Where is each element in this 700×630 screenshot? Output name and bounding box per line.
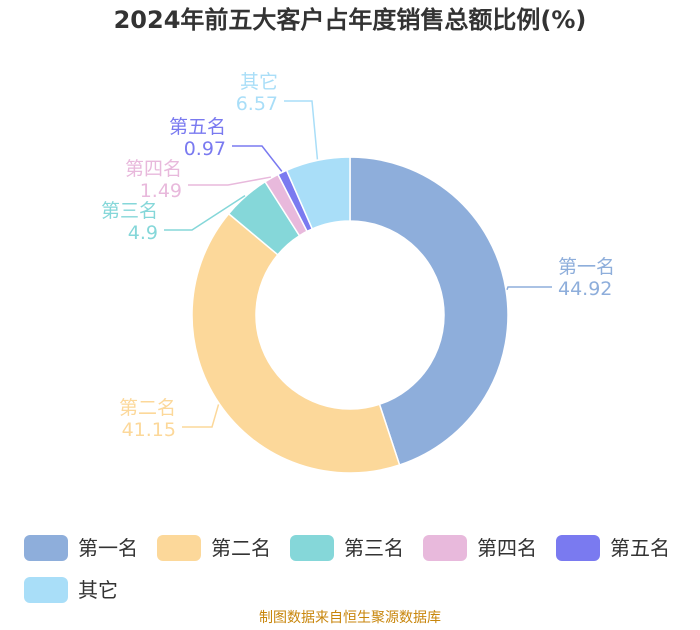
- slice-label-third: 第三名: [101, 200, 158, 222]
- slice-value-fourth: 1.49: [140, 180, 182, 202]
- slice-first[interactable]: [349, 156, 509, 466]
- legend-swatch-other: [24, 577, 68, 603]
- slice-value-third: 4.9: [128, 222, 158, 244]
- legend-swatch-first: [24, 535, 68, 561]
- legend-label-fifth: 第五名: [610, 536, 670, 560]
- legend-label-third: 第三名: [344, 536, 404, 560]
- source-note: 制图数据来自恒生聚源数据库: [259, 610, 441, 626]
- chart-title: 2024年前五大客户占年度销售总额比例(%): [113, 6, 587, 34]
- slice-other[interactable]: [285, 156, 351, 230]
- slice-value-other: 6.57: [236, 93, 278, 115]
- slice-value-second: 41.15: [122, 419, 176, 441]
- leader-lines: [164, 100, 552, 428]
- slice-label-second: 第二名: [119, 397, 176, 419]
- legend-swatch-fifth: [556, 535, 600, 561]
- slice-label-first: 第一名: [558, 256, 615, 278]
- leader-line-fifth: [232, 145, 283, 172]
- legend-swatch-second: [157, 535, 201, 561]
- legend-swatch-fourth: [423, 535, 467, 561]
- legend-swatch-third: [290, 535, 334, 561]
- legend-label-fourth: 第四名: [477, 536, 537, 560]
- slice-label-other: 其它: [240, 71, 278, 93]
- legend-label-first: 第一名: [78, 536, 138, 560]
- legend-label-other: 其它: [78, 578, 118, 602]
- leader-line-second: [182, 404, 220, 428]
- legend-label-second: 第二名: [211, 536, 271, 560]
- leader-line-fourth: [188, 176, 272, 186]
- donut-slices: [191, 156, 509, 474]
- leader-line-other: [284, 100, 319, 160]
- slice-label-fourth: 第四名: [125, 158, 182, 180]
- slice-value-fifth: 0.97: [184, 138, 226, 160]
- slice-value-first: 44.92: [558, 278, 612, 300]
- slice-second[interactable]: [191, 212, 401, 474]
- slice-label-fifth: 第五名: [169, 116, 226, 138]
- leader-line-third: [164, 194, 246, 231]
- leader-line-first: [506, 286, 552, 290]
